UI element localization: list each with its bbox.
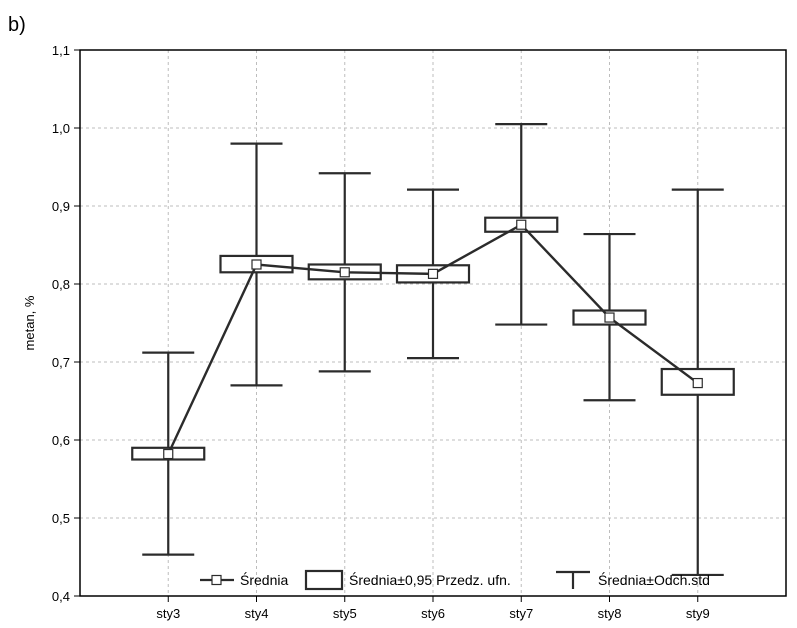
y-tick-label: 0,7 <box>52 355 70 370</box>
y-tick-label: 1,0 <box>52 121 70 136</box>
mean-marker-sty8 <box>604 312 615 323</box>
y-tick-label: 0,9 <box>52 199 70 214</box>
legend-ci-box <box>304 569 344 591</box>
x-tick-label: sty9 <box>686 606 710 621</box>
mean-marker-sty3 <box>163 448 174 460</box>
y-tick-label: 0,4 <box>52 589 70 604</box>
legend-mean-marker <box>211 574 222 586</box>
legend-label-sd: Średnia±Odch.std <box>598 571 710 588</box>
y-tick-label: 0,6 <box>52 433 70 448</box>
y-axis-label: metan, % <box>22 295 37 350</box>
y-tick-label: 0,5 <box>52 511 70 526</box>
mean-marker-sty9 <box>692 377 703 389</box>
y-tick-label: 0,8 <box>52 277 70 292</box>
x-tick-label: sty5 <box>333 606 357 621</box>
panel-label: b) <box>8 14 26 36</box>
mean-marker-sty4 <box>251 259 262 270</box>
mean-marker-sty7 <box>516 219 527 230</box>
x-tick-label: sty4 <box>245 606 269 621</box>
legend-label-ci: Średnia±0,95 Przedz. ufn. <box>349 571 511 588</box>
y-tick-label: 1,1 <box>52 43 70 58</box>
x-tick-label: sty8 <box>598 606 622 621</box>
legend-label-mean: Średnia <box>240 571 288 588</box>
x-tick-label: sty7 <box>509 606 533 621</box>
x-tick-label: sty3 <box>156 606 180 621</box>
x-tick-label: sty6 <box>421 606 445 621</box>
mean-marker-sty6 <box>427 268 439 279</box>
mean-marker-sty5 <box>339 267 350 278</box>
